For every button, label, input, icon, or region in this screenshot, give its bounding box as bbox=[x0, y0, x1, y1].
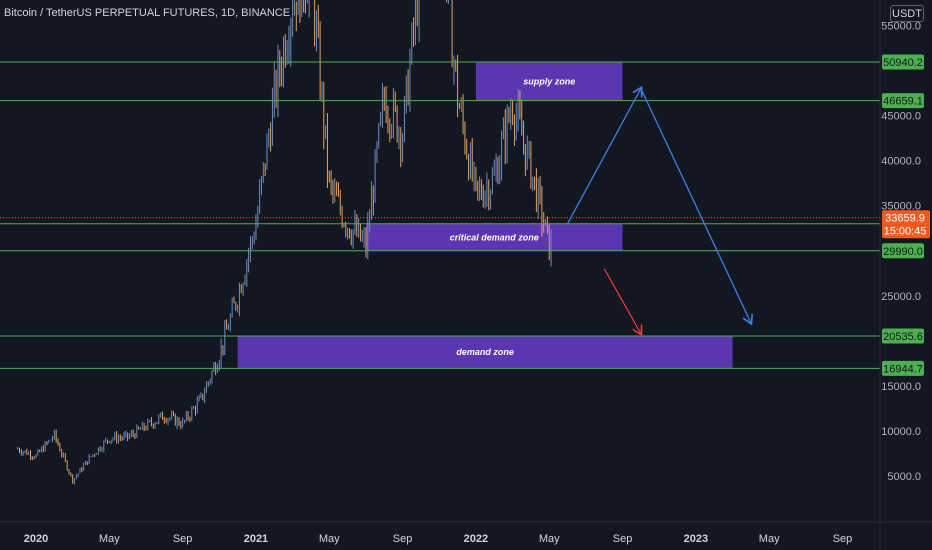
x-tick-label: May bbox=[319, 533, 340, 545]
price-badge-label: 20535.6 bbox=[883, 331, 923, 343]
price-badge bbox=[882, 93, 924, 109]
price-badge bbox=[882, 243, 924, 259]
currency-button[interactable]: USDT bbox=[890, 5, 924, 22]
price-badge bbox=[882, 360, 924, 376]
y-tick-label: 40000.0 bbox=[881, 156, 921, 168]
x-tick-label: Sep bbox=[173, 533, 193, 545]
arrows-layer bbox=[566, 88, 751, 334]
y-tick-label: 15000.0 bbox=[881, 381, 921, 393]
x-tick-label: Sep bbox=[833, 533, 853, 545]
y-tick-label: 25000.0 bbox=[881, 291, 921, 303]
up-arrow bbox=[566, 89, 641, 224]
last-price-badge bbox=[882, 210, 930, 239]
zone-rect bbox=[365, 223, 623, 251]
price-badge bbox=[882, 54, 924, 70]
levels-layer bbox=[0, 61, 880, 369]
price-badge-label: 50940.2 bbox=[883, 57, 923, 69]
price-badge-label: 46659.1 bbox=[883, 96, 923, 108]
zone-rect bbox=[237, 335, 733, 369]
price-badge-label: 16944.7 bbox=[883, 363, 923, 375]
countdown-label: 15:00:45 bbox=[884, 226, 927, 238]
price-badge bbox=[882, 328, 924, 344]
price-badge-label: 29990.0 bbox=[883, 246, 923, 258]
x-tick-label: 2020 bbox=[24, 533, 48, 545]
down-arrow bbox=[603, 268, 641, 334]
x-tick-label: 2022 bbox=[464, 533, 488, 545]
zone-rect bbox=[475, 62, 623, 101]
last-price-label: 33659.9 bbox=[885, 213, 925, 225]
zone-label: demand zone bbox=[456, 347, 514, 357]
x-tick-label: Sep bbox=[393, 533, 413, 545]
zone-label: supply zone bbox=[523, 76, 575, 86]
y-tick-label: 35000.0 bbox=[881, 201, 921, 213]
x-tick-label: Sep bbox=[613, 533, 633, 545]
y-tick-label: 5000.0 bbox=[887, 471, 921, 483]
x-tick-label: May bbox=[759, 533, 780, 545]
x-tick-label: May bbox=[99, 533, 120, 545]
y-tick-label: 10000.0 bbox=[881, 426, 921, 438]
x-tick-label: May bbox=[539, 533, 560, 545]
y-tick-label: 45000.0 bbox=[881, 111, 921, 123]
chart-title: Bitcoin / TetherUS PERPETUAL FUTURES, 1D… bbox=[4, 7, 291, 19]
x-tick-label: 2021 bbox=[244, 533, 268, 545]
zone-label: critical demand zone bbox=[450, 232, 539, 242]
y-tick-label: 55000.0 bbox=[881, 20, 921, 32]
x-tick-label: 2023 bbox=[684, 533, 708, 545]
up-arrow bbox=[640, 88, 751, 323]
